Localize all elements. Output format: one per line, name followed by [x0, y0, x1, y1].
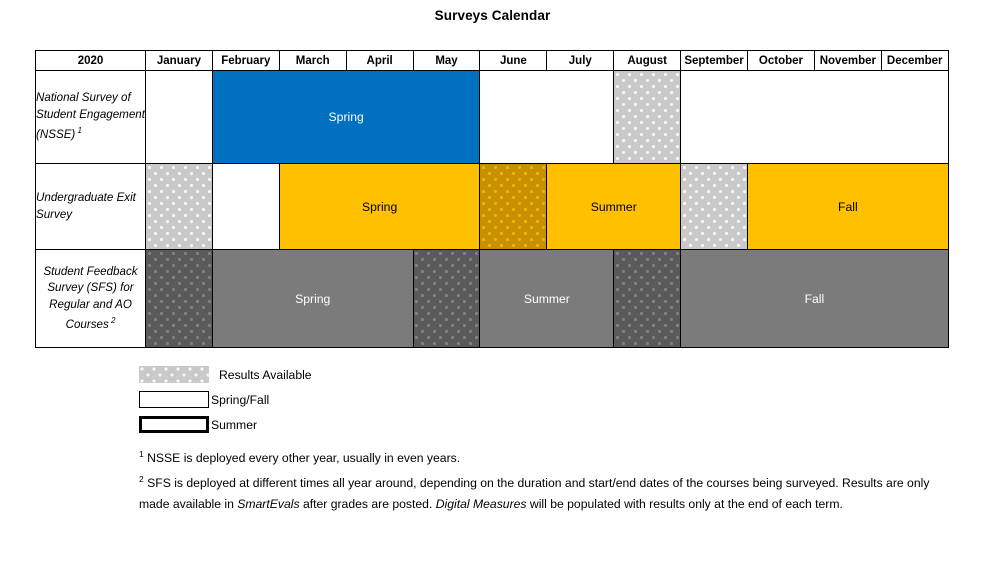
header-month-april: April	[345, 50, 414, 71]
calendar-period-cell	[145, 70, 213, 164]
header-month-may: May	[412, 50, 481, 71]
legend-item: Spring/Fall	[139, 387, 312, 412]
calendar-cell-label: Spring	[362, 199, 398, 214]
row-label-text: Undergraduate Exit Survey	[36, 191, 136, 221]
page-title: Surveys Calendar	[434, 8, 551, 23]
row-label: Undergraduate Exit Survey	[35, 163, 146, 250]
calendar-header-row: 2020 January February March April May Ju…	[35, 50, 949, 71]
header-month-june: June	[479, 50, 548, 71]
header-month-september: September	[680, 50, 749, 71]
legend-item-label: Results Available	[219, 367, 312, 382]
header-month-december: December	[880, 50, 949, 71]
calendar-cell-label: Spring	[295, 291, 331, 306]
calendar-term-cell: Spring	[278, 163, 481, 250]
row-label-footnote-marker: 2	[108, 316, 116, 326]
calendar-cell-label: Fall	[804, 291, 825, 306]
footnote: 2 SFS is deployed at different times all…	[139, 469, 939, 515]
footnote-marker: 1	[139, 449, 144, 459]
legend-swatch-results	[139, 366, 209, 383]
calendar-term-cell: Spring	[211, 70, 481, 164]
footnote-text: will be populated with results only at t…	[526, 497, 843, 512]
row-label-footnote-marker: 1	[75, 126, 82, 136]
header-month-october: October	[747, 50, 815, 71]
calendar-period-cell	[412, 249, 481, 348]
calendar-period-cell	[145, 163, 213, 250]
footnote-marker: 2	[139, 474, 144, 485]
calendar-period-cell	[211, 163, 280, 250]
legend-item: Results Available	[139, 362, 312, 387]
calendar-term-cell: Summer	[546, 163, 682, 250]
footnotes: 1 NSSE is deployed every other year, usu…	[139, 444, 939, 515]
calendar-cell-label: Spring	[328, 110, 364, 124]
legend-swatch-thick-border	[139, 416, 209, 433]
legend: Results Available Spring/Fall Summer	[139, 362, 312, 437]
surveys-calendar-table: 2020 January February March April May Ju…	[35, 50, 949, 348]
calendar-period-cell	[613, 70, 682, 164]
calendar-row: National Survey of Student Engagement (N…	[35, 70, 949, 164]
calendar-body: National Survey of Student Engagement (N…	[35, 70, 949, 348]
row-label: Student Feedback Survey (SFS) for Regula…	[35, 249, 146, 348]
row-label: National Survey of Student Engagement (N…	[35, 70, 146, 164]
calendar-row: Undergraduate Exit Survey Spring Summer Fal…	[35, 163, 949, 250]
calendar-period-cell	[145, 249, 213, 348]
calendar-term-cell: Fall	[680, 249, 949, 348]
calendar-cell-label: Summer	[590, 199, 637, 214]
calendar-cell-label: Fall	[838, 199, 858, 214]
header-year: 2020	[35, 50, 146, 71]
calendar-term-cell: Summer	[479, 249, 615, 348]
calendar-period-cell	[680, 163, 749, 250]
legend-swatch-thin-border	[139, 391, 209, 408]
row-label-text: Student Feedback Survey (SFS) for Regula…	[43, 264, 138, 331]
legend-item-label: Summer	[211, 417, 258, 432]
calendar-period-cell	[479, 163, 548, 250]
legend-item-label: Spring/Fall	[211, 392, 270, 407]
calendar-term-cell: Fall	[747, 163, 949, 250]
footnote-text: SFS is deployed at different times all y…	[139, 476, 930, 512]
footnote-text: after grades are posted.	[299, 497, 436, 512]
calendar-term-cell: Spring	[211, 249, 414, 348]
calendar-cell-label: Summer	[523, 291, 570, 306]
header-month-january: January	[145, 50, 213, 71]
header-month-november: November	[813, 50, 882, 71]
footnote: 1 NSSE is deployed every other year, usu…	[139, 444, 939, 469]
footnote-emphasis: SmartEvals	[237, 497, 300, 512]
legend-item: Summer	[139, 412, 312, 437]
calendar-period-cell	[479, 70, 615, 164]
footnote-emphasis: Digital Measures	[435, 497, 527, 512]
calendar-row: Student Feedback Survey (SFS) for Regula…	[35, 249, 949, 348]
header-month-february: February	[211, 50, 280, 71]
footnote-text: NSSE is deployed every other year, usual…	[147, 451, 461, 466]
row-label-text: National Survey of Student Engagement (N…	[36, 91, 145, 142]
header-month-july: July	[546, 50, 615, 71]
calendar-header: 2020 January February March April May Ju…	[35, 50, 949, 71]
header-month-august: August	[613, 50, 682, 71]
header-month-march: March	[278, 50, 347, 71]
calendar-period-cell	[613, 249, 682, 348]
calendar-period-cell	[680, 70, 949, 164]
